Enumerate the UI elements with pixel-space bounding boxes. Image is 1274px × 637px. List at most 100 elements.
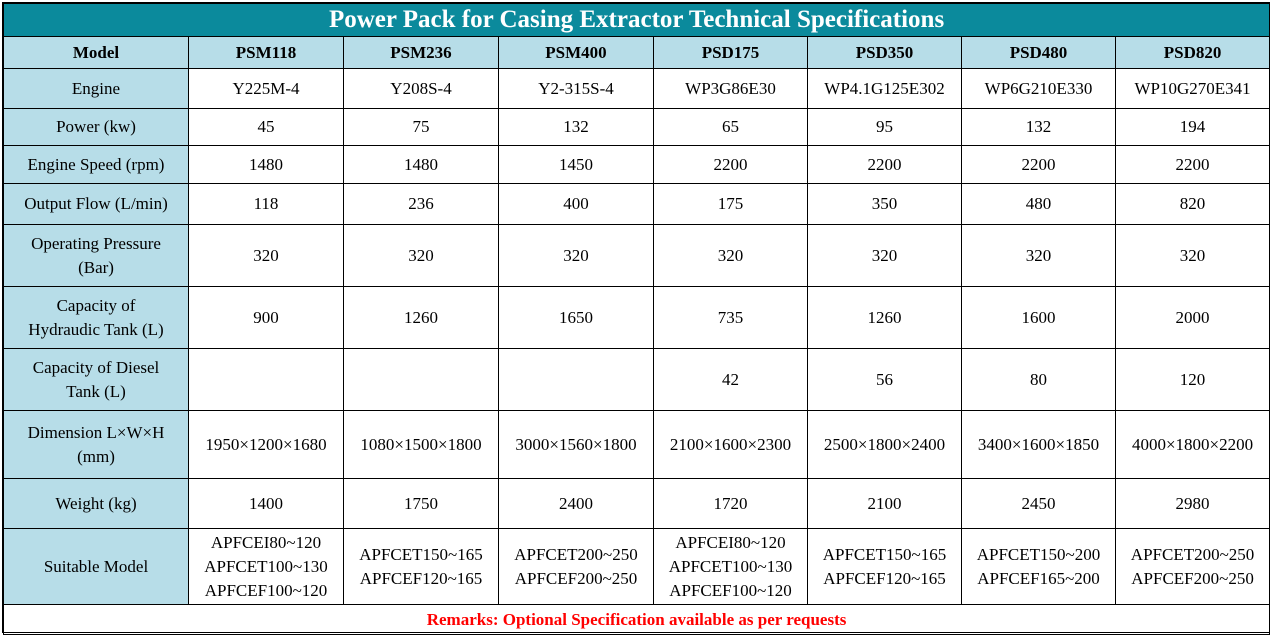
row-label: Output Flow (L/min) [3,183,189,225]
table-cell: 132 [498,108,654,146]
remarks-text: Remarks: Optional Specification availabl… [2,604,1271,635]
table-cell: 1720 [653,478,808,529]
table-row: Engine Speed (rpm) 1480 1480 1450 2200 2200 22… [3,145,1271,184]
row-label: Engine [3,68,189,109]
table-cell: 2500×1800×2400 [807,410,962,479]
row-label: Dimension L×W×H (mm) [3,410,189,479]
row-label: Suitable Model [3,528,189,605]
row-label-text: Capacity of Diesel Tank (L) [32,357,160,401]
model-psd820: PSD820 [1114,36,1271,69]
table-cell: 2980 [1114,478,1271,529]
table-cell: 3000×1560×1800 [498,410,654,479]
table-cell: APFCET150~165 APFCEF120~165 [807,528,962,605]
table-cell: Y225M-4 [188,68,344,109]
suitable-model-text: APFCEI80~120 APFCET100~130 APFCEF100~120 [668,532,793,600]
table-cell: WP10G270E341 [1114,68,1271,109]
row-label-text: Engine Speed (rpm) [27,154,165,174]
table-cell: 320 [807,224,962,287]
table-cell: APFCEI80~120 APFCET100~130 APFCEF100~120 [188,528,344,605]
table-cell: 1400 [188,478,344,529]
suitable-model-text: APFCET200~250 APFCEF200~250 [1130,544,1255,588]
table-cell: 320 [343,224,499,287]
table-cell: 480 [961,183,1116,225]
row-label-text: Weight (kg) [55,493,137,513]
table-cell: APFCET200~250 APFCEF200~250 [1114,528,1271,605]
table-cell: 118 [188,183,344,225]
table-row: Capacity of Hydraudic Tank (L) 900 1260 165… [3,286,1271,349]
model-psd480: PSD480 [961,36,1116,69]
row-label-text: Output Flow (L/min) [24,194,168,213]
table-cell: 320 [188,224,344,287]
remarks-row: Remarks: Optional Specification availabl… [2,604,1271,635]
model-header: Model [3,36,189,69]
model-psd350: PSD350 [807,36,962,69]
table-cell: 900 [188,286,344,349]
table-cell: 350 [807,183,962,225]
table-cell: 1480 [188,145,344,184]
row-label-text: Engine [71,78,121,98]
suitable-model-text: APFCET200~250 APFCEF200~250 [514,544,638,588]
table-cell: 1750 [343,478,499,529]
table-cell: APFCEI80~120 APFCET100~130 APFCEF100~120 [653,528,808,605]
table-cell: 1950×1200×1680 [188,410,344,479]
row-label-text: Dimension L×W×H (mm) [27,422,165,466]
table-cell: APFCET150~200 APFCEF165~200 [961,528,1116,605]
suitable-model-text: APFCET150~165 APFCEF120~165 [822,544,947,588]
table-cell: 2400 [498,478,654,529]
header-row: Model PSM118 PSM236 PSM400 PSD175 PSD350… [3,36,1271,69]
table-cell: 735 [653,286,808,349]
table-row-suitable-model: Suitable Model APFCEI80~120 APFCET100~130… [3,528,1271,605]
table-cell: 42 [653,348,808,411]
table-cell: Y2-315S-4 [498,68,654,109]
table-cell: 2200 [807,145,962,184]
table-cell: WP4.1G125E302 [807,68,962,109]
row-label-text: Operating Pressure (Bar) [31,233,161,277]
table-cell: 320 [1114,224,1271,287]
table-cell: 65 [653,108,808,146]
row-label: Weight (kg) [3,478,189,529]
table-cell: 194 [1114,108,1271,146]
table-cell: 2450 [961,478,1116,529]
table-cell: 2200 [961,145,1116,184]
table-row: Capacity of Diesel Tank (L) 42 56 80 120 [3,348,1271,411]
table-cell: 4000×1800×2200 [1114,410,1271,479]
suitable-model-text: APFCET150~165 APFCEF120~165 [359,544,483,588]
table-row: Output Flow (L/min) 118 236 400 175 350 480 820 [3,183,1271,225]
table-cell: 236 [343,183,499,225]
table-cell: 1600 [961,286,1116,349]
table-cell: 1080×1500×1800 [343,410,499,479]
table-cell: 175 [653,183,808,225]
table-cell: 3400×1600×1850 [961,410,1116,479]
row-label-text: Capacity of Hydraudic Tank (L) [28,295,164,339]
table-row: Power (kw) 45 75 132 65 95 132 194 [3,108,1271,146]
table-cell: 95 [807,108,962,146]
table-row: Operating Pressure (Bar) 320 320 320 320 320 3… [3,224,1271,287]
model-psm236: PSM236 [343,36,499,69]
table-cell: Y208S-4 [343,68,499,109]
suitable-model-text: APFCEI80~120 APFCET100~130 APFCEF100~120 [204,532,328,600]
spec-table: Power Pack for Casing Extractor Technica… [2,3,1271,635]
table-cell [498,348,654,411]
table-cell: 120 [1114,348,1271,411]
table-cell: WP6G210E330 [961,68,1116,109]
table-cell: 400 [498,183,654,225]
row-label: Capacity of Hydraudic Tank (L) [3,286,189,349]
table-cell: 2200 [1114,145,1271,184]
row-label: Operating Pressure (Bar) [3,224,189,287]
table-cell: 80 [961,348,1116,411]
table-cell: 320 [498,224,654,287]
row-label: Capacity of Diesel Tank (L) [3,348,189,411]
table-cell: 132 [961,108,1116,146]
row-label-text: Power (kw) [56,117,136,136]
table-row: Dimension L×W×H (mm) 1950×1200×1680 1080×1… [3,410,1271,479]
table-cell: 820 [1114,183,1271,225]
model-psd175: PSD175 [653,36,808,69]
row-label: Power (kw) [3,108,189,146]
table-cell: APFCET200~250 APFCEF200~250 [498,528,654,605]
table-row: Engine Y225M-4 Y208S-4 Y2-315S-4 WP3G86E30 WP… [3,68,1271,109]
table-cell [343,348,499,411]
table-cell: 45 [188,108,344,146]
table-cell: 320 [961,224,1116,287]
table-cell: 56 [807,348,962,411]
